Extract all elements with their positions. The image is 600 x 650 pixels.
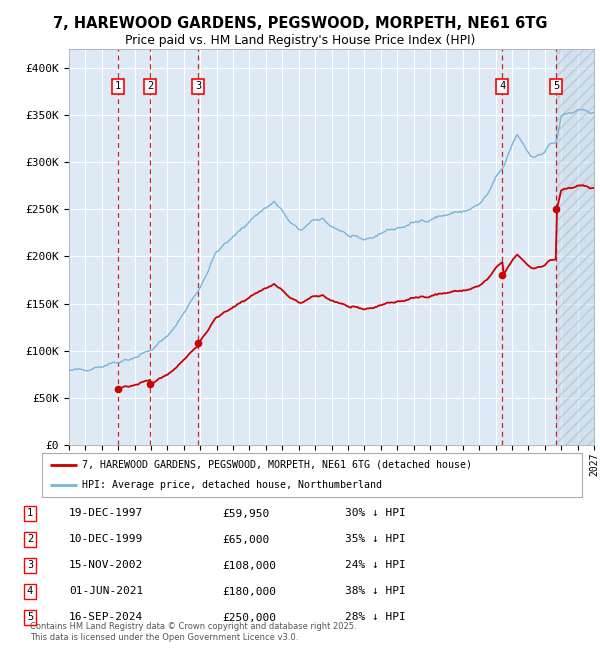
- Text: 15-NOV-2002: 15-NOV-2002: [69, 560, 143, 571]
- Text: 24% ↓ HPI: 24% ↓ HPI: [345, 560, 406, 571]
- Text: 7, HAREWOOD GARDENS, PEGSWOOD, MORPETH, NE61 6TG: 7, HAREWOOD GARDENS, PEGSWOOD, MORPETH, …: [53, 16, 547, 31]
- Text: 4: 4: [27, 586, 33, 597]
- Text: 3: 3: [195, 81, 201, 92]
- Text: 1: 1: [115, 81, 121, 92]
- Text: 2: 2: [27, 534, 33, 545]
- Text: 7, HAREWOOD GARDENS, PEGSWOOD, MORPETH, NE61 6TG (detached house): 7, HAREWOOD GARDENS, PEGSWOOD, MORPETH, …: [83, 460, 473, 470]
- Text: 10-DEC-1999: 10-DEC-1999: [69, 534, 143, 545]
- Text: 1: 1: [27, 508, 33, 519]
- Text: 19-DEC-1997: 19-DEC-1997: [69, 508, 143, 519]
- Text: HPI: Average price, detached house, Northumberland: HPI: Average price, detached house, Nort…: [83, 480, 383, 490]
- Text: 30% ↓ HPI: 30% ↓ HPI: [345, 508, 406, 519]
- Text: £180,000: £180,000: [222, 586, 276, 597]
- Text: 01-JUN-2021: 01-JUN-2021: [69, 586, 143, 597]
- Text: £65,000: £65,000: [222, 534, 269, 545]
- Text: 35% ↓ HPI: 35% ↓ HPI: [345, 534, 406, 545]
- Text: £108,000: £108,000: [222, 560, 276, 571]
- Text: 28% ↓ HPI: 28% ↓ HPI: [345, 612, 406, 623]
- Bar: [556, 49, 594, 445]
- Text: 5: 5: [553, 81, 560, 92]
- Text: 2: 2: [147, 81, 153, 92]
- Text: Price paid vs. HM Land Registry's House Price Index (HPI): Price paid vs. HM Land Registry's House …: [125, 34, 475, 47]
- Text: 5: 5: [27, 612, 33, 623]
- Text: Contains HM Land Registry data © Crown copyright and database right 2025.
This d: Contains HM Land Registry data © Crown c…: [30, 622, 356, 642]
- Text: 3: 3: [27, 560, 33, 571]
- Text: 38% ↓ HPI: 38% ↓ HPI: [345, 586, 406, 597]
- Text: £250,000: £250,000: [222, 612, 276, 623]
- Bar: [556, 49, 594, 445]
- Text: 4: 4: [499, 81, 506, 92]
- Text: 16-SEP-2024: 16-SEP-2024: [69, 612, 143, 623]
- Text: £59,950: £59,950: [222, 508, 269, 519]
